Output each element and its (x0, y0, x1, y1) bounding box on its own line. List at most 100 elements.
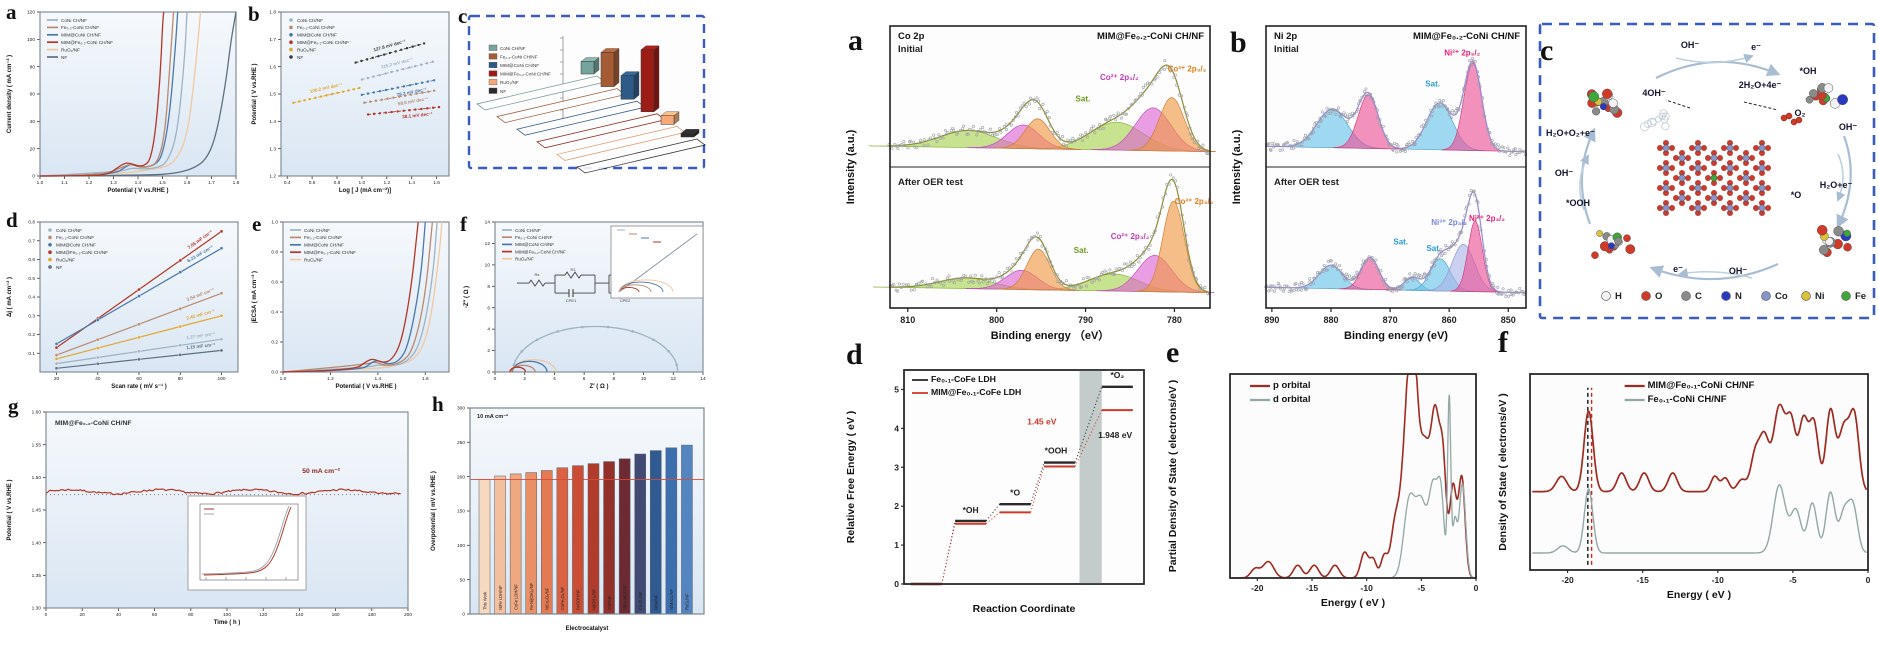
svg-text:80: 80 (178, 376, 184, 382)
panel-letter-c2: c (1540, 34, 1554, 67)
svg-text:1: 1 (894, 540, 899, 550)
svg-text:0: 0 (1866, 575, 1871, 585)
svg-text:860: 860 (1442, 315, 1457, 325)
svg-text:N: N (1735, 291, 1742, 302)
svg-text:1.3: 1.3 (110, 180, 117, 186)
svg-text:Fe₀.₂-CoNi CH/NF: Fe₀.₂-CoNi CH/NF (297, 25, 335, 30)
svg-text:MIM@CoNi CH/NF: MIM@CoNi CH/NF (515, 242, 554, 247)
svg-text:jECSA ( mA cm⁻² ): jECSA ( mA cm⁻² ) (251, 271, 258, 324)
svg-text:Co: Co (1775, 291, 1788, 302)
svg-text:60: 60 (30, 92, 36, 98)
svg-text:20: 20 (30, 146, 36, 152)
svg-text:O: O (1655, 291, 1662, 302)
svg-text:-15: -15 (1306, 583, 1319, 593)
svg-text:1.2: 1.2 (383, 180, 390, 186)
svg-text:MIM@CoNi CH/NF: MIM@CoNi CH/NF (500, 63, 539, 68)
svg-text:MIM@Fe₀.₂-CoNi CH/NF: MIM@Fe₀.₂-CoNi CH/NF (1097, 31, 1204, 42)
svg-text:-Z″ ( Ω ): -Z″ ( Ω ) (464, 286, 470, 308)
svg-text:100: 100 (217, 376, 225, 382)
svg-text:1.5: 1.5 (159, 180, 166, 186)
svg-text:RuO₂/NF: RuO₂/NF (304, 257, 323, 262)
svg-text:d orbital: d orbital (1273, 394, 1310, 405)
panel-right-d-free-energy: d 0 1 2 3 4 5 Reaction Coordinate Relative Free… (838, 330, 1158, 648)
svg-text:Co²⁺ 2p₃/₂: Co²⁺ 2p₃/₂ (1100, 73, 1139, 82)
svg-text:4: 4 (894, 423, 899, 433)
svg-text:RuO₂/NF: RuO₂/NF (515, 257, 534, 262)
svg-text:Co²⁺ 2p₃/₂: Co²⁺ 2p₃/₂ (1111, 232, 1150, 241)
svg-text:MIM@CoNi CH/NF: MIM@CoNi CH/NF (61, 33, 101, 38)
svg-text:100: 100 (223, 612, 231, 618)
svg-text:1.0: 1.0 (359, 180, 366, 186)
svg-text:CoNi CH/NF: CoNi CH/NF (515, 228, 541, 233)
svg-text:CPE1: CPE1 (566, 298, 577, 303)
svg-text:*OH: *OH (963, 505, 979, 515)
chart-canvas: 0 20 40 60 80 100 120 140 160 180 200 1.30 1.35 1.40 1… (2, 398, 424, 648)
svg-text:Scan rate ( mV s⁻¹ ): Scan rate ( mV s⁻¹ ) (111, 383, 167, 390)
svg-text:Co³⁺ 2p₃/₂: Co³⁺ 2p₃/₂ (1168, 64, 1207, 73)
svg-text:O₂: O₂ (1795, 108, 1806, 118)
panel-letter-g: g (8, 394, 19, 418)
svg-text:120: 120 (259, 612, 267, 618)
svg-text:1.6: 1.6 (422, 376, 429, 382)
svg-text:Energy ( eV ): Energy ( eV ) (1667, 589, 1731, 601)
svg-text:Log [ J (mA cm⁻²)]: Log [ J (mA cm⁻²)] (339, 187, 391, 194)
svg-text:Ni³⁺ 2p₃/₂: Ni³⁺ 2p₃/₂ (1431, 218, 1467, 227)
svg-text:12: 12 (671, 376, 677, 382)
svg-text:MIM@Fe₀.₁-CoNi CH/NF: MIM@Fe₀.₁-CoNi CH/NF (1648, 380, 1755, 391)
chart-canvas: 0 2 4 6 8 10 12 14 0 2 4 6 8 10 12 14 Z′ ( Ω ) -Z″ ( Ω ) R… (459, 210, 712, 398)
svg-text:Fe₀.₁-CoFe LDH: Fe₀.₁-CoFe LDH (931, 374, 996, 384)
chart-canvas: CoNi CH/NF Fe₀.₂-CoNi CH/NF MIM@CoNi CH/NF… (459, 2, 712, 204)
svg-text:C: C (1695, 291, 1702, 302)
svg-text:OH⁻: OH⁻ (1839, 122, 1858, 132)
svg-text:Initial: Initial (1274, 44, 1299, 55)
svg-text:NF: NF (500, 89, 506, 94)
svg-text:Potential ( V vs.RHE ): Potential ( V vs.RHE ) (252, 63, 258, 124)
svg-text:Electrocatalyst: Electrocatalyst (566, 626, 609, 632)
svg-text:MIM@Fe₀.₂-CoNi CH/NF: MIM@Fe₀.₂-CoNi CH/NF (515, 249, 566, 254)
panel-letter-e: e (252, 212, 262, 236)
svg-text:MIM@Fe₀.₂-CoNi CH/NF: MIM@Fe₀.₂-CoNi CH/NF (297, 40, 349, 45)
svg-text:1.60: 1.60 (32, 410, 42, 416)
svg-text:0.2: 0.2 (28, 332, 35, 338)
chart-canvas: -20 -15 -10 -5 0 Energy ( eV ) Density of Stat… (1490, 318, 1878, 648)
svg-text:80: 80 (188, 612, 194, 618)
svg-text:*O: *O (1010, 487, 1020, 497)
svg-text:Density of State ( electrons/e: Density of State ( electrons/eV ) (1497, 393, 1509, 551)
svg-text:RuO₂/NF: RuO₂/NF (56, 257, 75, 262)
svg-text:-20: -20 (1561, 575, 1574, 585)
svg-text:MIM@CoNi CH/NF: MIM@CoNi CH/NF (56, 243, 96, 248)
svg-text:Ni: Ni (1815, 291, 1825, 302)
svg-text:1.4: 1.4 (269, 119, 276, 125)
svg-text:0: 0 (45, 612, 48, 618)
svg-text:NiFe LDH/NF: NiFe LDH/NF (498, 585, 503, 610)
svg-text:150: 150 (457, 509, 465, 515)
svg-text:*O₂: *O₂ (1110, 370, 1124, 380)
svg-text:0.3: 0.3 (28, 313, 35, 319)
svg-text:810: 810 (900, 315, 915, 325)
svg-text:-15: -15 (1637, 575, 1650, 585)
svg-text:Fe₀.₂-CoNi CH/NF: Fe₀.₂-CoNi CH/NF (515, 235, 553, 240)
svg-text:CoNi CH/NF: CoNi CH/NF (297, 18, 323, 23)
svg-text:Δj ( mA cm⁻² ): Δj ( mA cm⁻² ) (6, 277, 13, 317)
svg-text:2: 2 (523, 376, 526, 382)
svg-text:8: 8 (487, 284, 490, 290)
panel-letter-h: h (432, 392, 444, 416)
svg-text:1.35: 1.35 (32, 573, 42, 579)
svg-text:After OER test: After OER test (1274, 177, 1340, 188)
svg-text:Sat.: Sat. (1425, 79, 1440, 88)
svg-text:RuO₂/NF: RuO₂/NF (685, 593, 690, 610)
svg-text:1.0: 1.0 (271, 220, 278, 226)
svg-text:0.8: 0.8 (28, 220, 35, 226)
svg-text:10: 10 (485, 262, 491, 268)
svg-text:CoNi CH/NF: CoNi CH/NF (304, 228, 330, 233)
panel-letter-f2: f (1498, 326, 1508, 359)
svg-text:1.27 mF cm⁻²: 1.27 mF cm⁻² (186, 331, 216, 340)
svg-text:1.40: 1.40 (32, 540, 42, 546)
svg-text:After OER test: After OER test (898, 177, 964, 188)
svg-text:Fe₀.₂-CoNi CH/NF: Fe₀.₂-CoNi CH/NF (61, 25, 99, 30)
svg-text:0.0: 0.0 (271, 370, 278, 376)
panel-left-b-tafel: b 0.4 0.6 0.8 1.0 1.2 1.4 1.6 1.2 1.3 1.4 1.5 1.6 1.… (247, 2, 457, 208)
svg-text:MIM@CoNi CH/NF: MIM@CoNi CH/NF (304, 243, 344, 248)
svg-text:NiCo₂O₄/NF: NiCo₂O₄/NF (545, 587, 550, 610)
